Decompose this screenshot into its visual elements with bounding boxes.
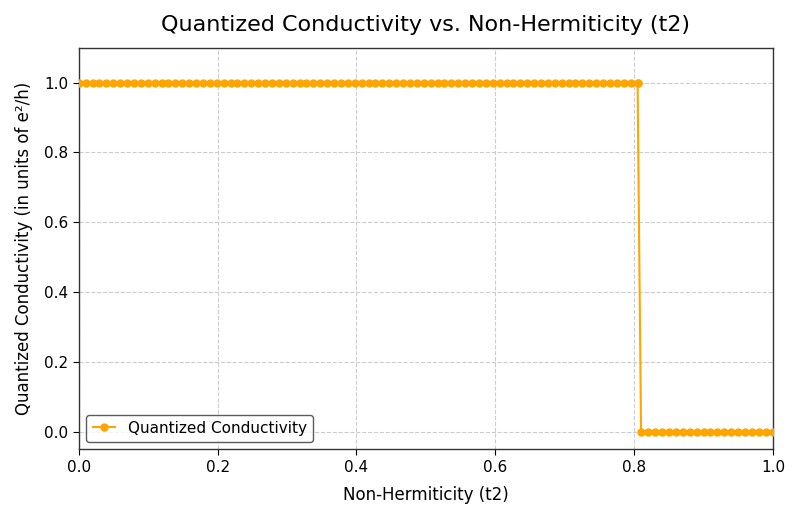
- Quantized Conductivity: [74, 79, 83, 86]
- Quantized Conductivity: [481, 79, 490, 86]
- Quantized Conductivity: [692, 429, 702, 435]
- Legend: Quantized Conductivity: Quantized Conductivity: [86, 415, 313, 442]
- Quantized Conductivity: [267, 79, 277, 86]
- Quantized Conductivity: [726, 429, 736, 435]
- Quantized Conductivity: [713, 429, 722, 435]
- Quantized Conductivity: [706, 429, 715, 435]
- Title: Quantized Conductivity vs. Non-Hermiticity (t2): Quantized Conductivity vs. Non-Hermitici…: [162, 15, 690, 35]
- Quantized Conductivity: [636, 429, 646, 435]
- Y-axis label: Quantized Conductivity (in units of e²/h): Quantized Conductivity (in units of e²/h…: [15, 82, 33, 415]
- Quantized Conductivity: [768, 429, 778, 435]
- Line: Quantized Conductivity: Quantized Conductivity: [75, 79, 777, 435]
- X-axis label: Non-Hermiticity (t2): Non-Hermiticity (t2): [343, 486, 509, 504]
